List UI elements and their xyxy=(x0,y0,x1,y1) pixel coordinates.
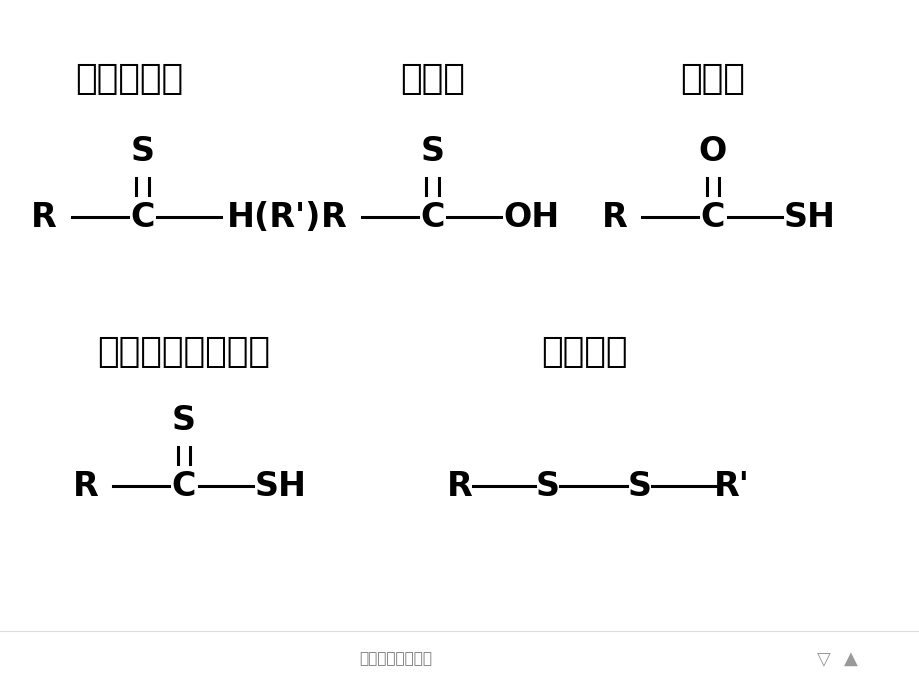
Text: OH: OH xyxy=(503,201,560,234)
Text: 二硬化物: 二硬化物 xyxy=(540,335,627,369)
Text: R': R' xyxy=(713,470,748,503)
Text: R: R xyxy=(31,201,57,234)
Text: SH: SH xyxy=(783,201,834,234)
Text: S: S xyxy=(420,135,444,168)
Text: S: S xyxy=(627,470,651,503)
Text: H(R'): H(R') xyxy=(227,201,321,234)
Text: C: C xyxy=(130,201,154,234)
Text: R: R xyxy=(447,470,472,503)
Text: 二硬代酸（荒酸）: 二硬代酸（荒酸） xyxy=(97,335,270,369)
Text: R: R xyxy=(73,470,98,503)
Text: 硬羟酸: 硬羟酸 xyxy=(680,62,744,97)
Text: 硬醛（酮）: 硬醛（酮） xyxy=(74,62,183,97)
Text: R: R xyxy=(321,201,346,234)
Text: C: C xyxy=(700,201,724,234)
Text: R: R xyxy=(601,201,627,234)
Text: SH: SH xyxy=(255,470,306,503)
Text: O: O xyxy=(698,135,726,168)
Text: ▲: ▲ xyxy=(843,650,857,668)
Text: S: S xyxy=(130,135,154,168)
Text: S: S xyxy=(535,470,559,503)
Text: 硬砰酸: 硬砰酸 xyxy=(400,62,464,97)
Text: S: S xyxy=(172,404,196,437)
Text: 含硬磷化合物课件: 含硬磷化合物课件 xyxy=(358,651,432,667)
Text: ▽: ▽ xyxy=(815,650,830,668)
Text: C: C xyxy=(420,201,444,234)
Text: C: C xyxy=(172,470,196,503)
